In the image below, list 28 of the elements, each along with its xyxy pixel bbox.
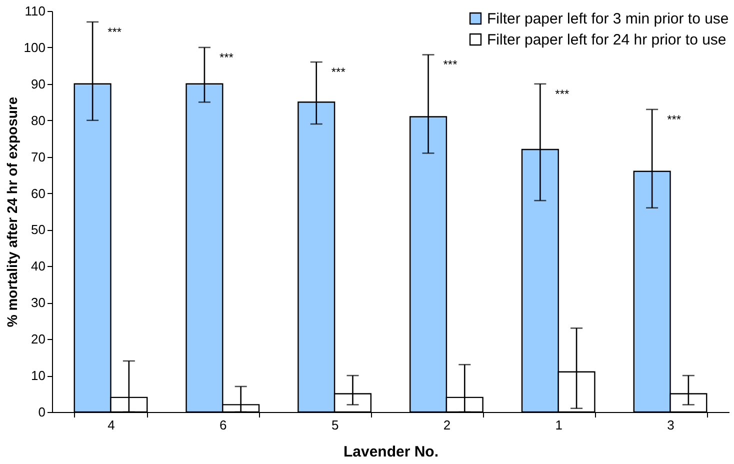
y-tick-label: 10 [31,368,46,384]
y-tick-label: 40 [31,258,46,274]
annotation: *** [219,50,234,64]
y-tick-label: 60 [31,186,46,201]
legend-label: Filter paper left for 3 min prior to use [487,10,729,28]
y-tick-label: 0 [38,404,46,420]
x-tick-label: 3 [667,418,674,432]
annotation: *** [108,24,122,39]
x-tick-label: 5 [331,418,339,432]
x-tick-label: 1 [555,418,562,432]
y-tick-label: 50 [31,222,46,238]
annotation: *** [331,65,346,80]
y-tick-label: 80 [31,112,46,128]
y-tick-label: 30 [31,295,46,310]
x-tick-label: 4 [108,418,115,432]
y-axis-title: % mortality after 24 hr of exposure [4,96,20,328]
y-tick-label: 20 [31,332,46,347]
y-tick-label: 110 [24,4,46,18]
annotation: *** [443,58,458,72]
legend-label: Filter paper left for 24 hr prior to use [487,32,726,48]
x-tick-label: 6 [220,418,227,432]
y-tick-label: 100 [24,40,46,55]
annotation: *** [555,86,570,101]
y-tick-label: 90 [31,76,46,92]
x-tick-label: 2 [443,418,451,432]
x-axis-title: Lavender No. [343,444,439,460]
annotation: *** [667,112,682,126]
y-tick-label: 70 [31,149,46,164]
